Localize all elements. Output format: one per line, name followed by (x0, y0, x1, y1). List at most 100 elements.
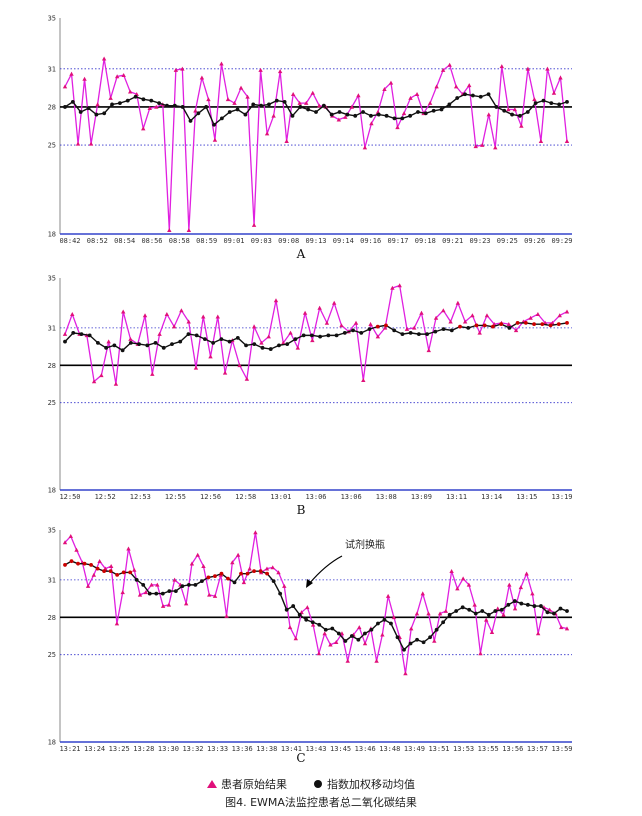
ewma-point (128, 340, 133, 345)
raw-point (259, 340, 264, 345)
ewma-point (486, 612, 491, 617)
ewma-point (178, 339, 183, 344)
x-tick-label: 12:58 (235, 493, 256, 501)
ewma-point (298, 105, 303, 109)
ewma-point (232, 580, 237, 585)
raw-point (212, 593, 218, 598)
raw-point (142, 313, 148, 318)
ewma-point (384, 113, 389, 118)
raw-point (403, 671, 408, 676)
raw-point (535, 631, 541, 636)
ewma-point (95, 566, 100, 571)
x-tick-label: 13:01 (270, 493, 291, 501)
raw-point (433, 315, 439, 320)
ewma-point (258, 569, 263, 574)
ewma-point (376, 112, 381, 117)
ewma-point (400, 116, 405, 121)
raw-point (219, 61, 224, 66)
raw-point (189, 561, 195, 566)
x-tick-label: 09:21 (442, 237, 463, 245)
raw-point (467, 83, 472, 88)
ewma-point (219, 116, 224, 121)
raw-point (121, 309, 126, 314)
raw-point (532, 97, 537, 102)
raw-point (374, 658, 379, 663)
raw-point (149, 582, 154, 587)
raw-point (453, 84, 459, 89)
ewma-point (486, 92, 491, 97)
ewma-point (70, 99, 75, 104)
ewma-point (204, 105, 209, 109)
x-tick-label: 08:58 (169, 237, 190, 245)
ewma-point (115, 572, 120, 577)
ewma-point (219, 337, 224, 342)
ewma-point (165, 103, 169, 108)
raw-point (186, 319, 191, 324)
raw-point (193, 108, 198, 113)
ewma-point (392, 328, 397, 333)
x-tick-label: 08:54 (114, 237, 135, 245)
ewma-point (301, 333, 306, 338)
raw-point (414, 92, 420, 97)
ewma-point (467, 607, 472, 612)
figure-caption: 图4. EWMA法监控患者总二氧化碳结果 (225, 795, 417, 809)
ewma-point (395, 635, 400, 640)
ewma-point (345, 112, 350, 117)
ewma-point (349, 634, 354, 638)
raw-point (85, 583, 91, 588)
ewma-point (121, 570, 126, 575)
ewma-point (507, 325, 512, 330)
x-tick-label: 13:36 (232, 745, 253, 753)
raw-point (345, 658, 350, 663)
ewma-point (493, 609, 498, 613)
x-tick-label: 13:09 (411, 493, 432, 501)
x-tick-label: 13:11 (446, 493, 467, 501)
ewma-point (284, 607, 289, 612)
ewma-point (460, 605, 465, 610)
raw-point (74, 547, 79, 552)
ewma-point (235, 335, 240, 340)
raw-point (173, 67, 179, 72)
raw-point (195, 552, 200, 557)
ewma-point (104, 345, 109, 350)
x-tick-label: 08:59 (196, 237, 217, 245)
ewma-point (408, 330, 413, 335)
y-tick-label: 35 (48, 527, 56, 535)
x-tick-label: 13:06 (305, 493, 326, 501)
raw-point (82, 76, 87, 81)
raw-point (484, 617, 489, 622)
raw-point (304, 100, 309, 105)
raw-point (167, 227, 172, 232)
x-tick-label: 09:08 (278, 237, 299, 245)
ewma-point (361, 110, 365, 114)
x-tick-label: 12:52 (95, 493, 116, 501)
y-tick-label: 25 (48, 399, 56, 407)
ewma-point (518, 113, 522, 118)
raw-point (222, 370, 228, 375)
ewma-point (515, 320, 520, 325)
raw-point (455, 300, 461, 305)
ewma-point (76, 561, 80, 566)
raw-point (437, 611, 443, 616)
ewma-point (434, 627, 439, 632)
ewma-point (482, 323, 487, 328)
ewma-point (172, 103, 177, 108)
raw-point (199, 75, 205, 80)
ewma-point (321, 103, 326, 108)
y-tick-label: 31 (48, 576, 56, 584)
raw-point (141, 126, 146, 131)
y-tick-label: 25 (48, 651, 56, 659)
panel-A: 18 25 28 31 35 08:42 08:52 08:54 08:56 08:58 08:59… (48, 15, 573, 262)
raw-point (316, 651, 322, 656)
ewma-point (337, 110, 342, 114)
raw-point (106, 339, 111, 344)
x-tick-label: 12:56 (200, 493, 221, 501)
ewma-point (441, 327, 446, 332)
raw-point (310, 338, 315, 343)
ewma-point (206, 575, 211, 580)
raw-point (388, 80, 394, 85)
x-tick-label: 13:28 (133, 745, 154, 753)
ewma-point (196, 111, 201, 116)
raw-point (530, 591, 535, 596)
raw-point (127, 89, 133, 94)
